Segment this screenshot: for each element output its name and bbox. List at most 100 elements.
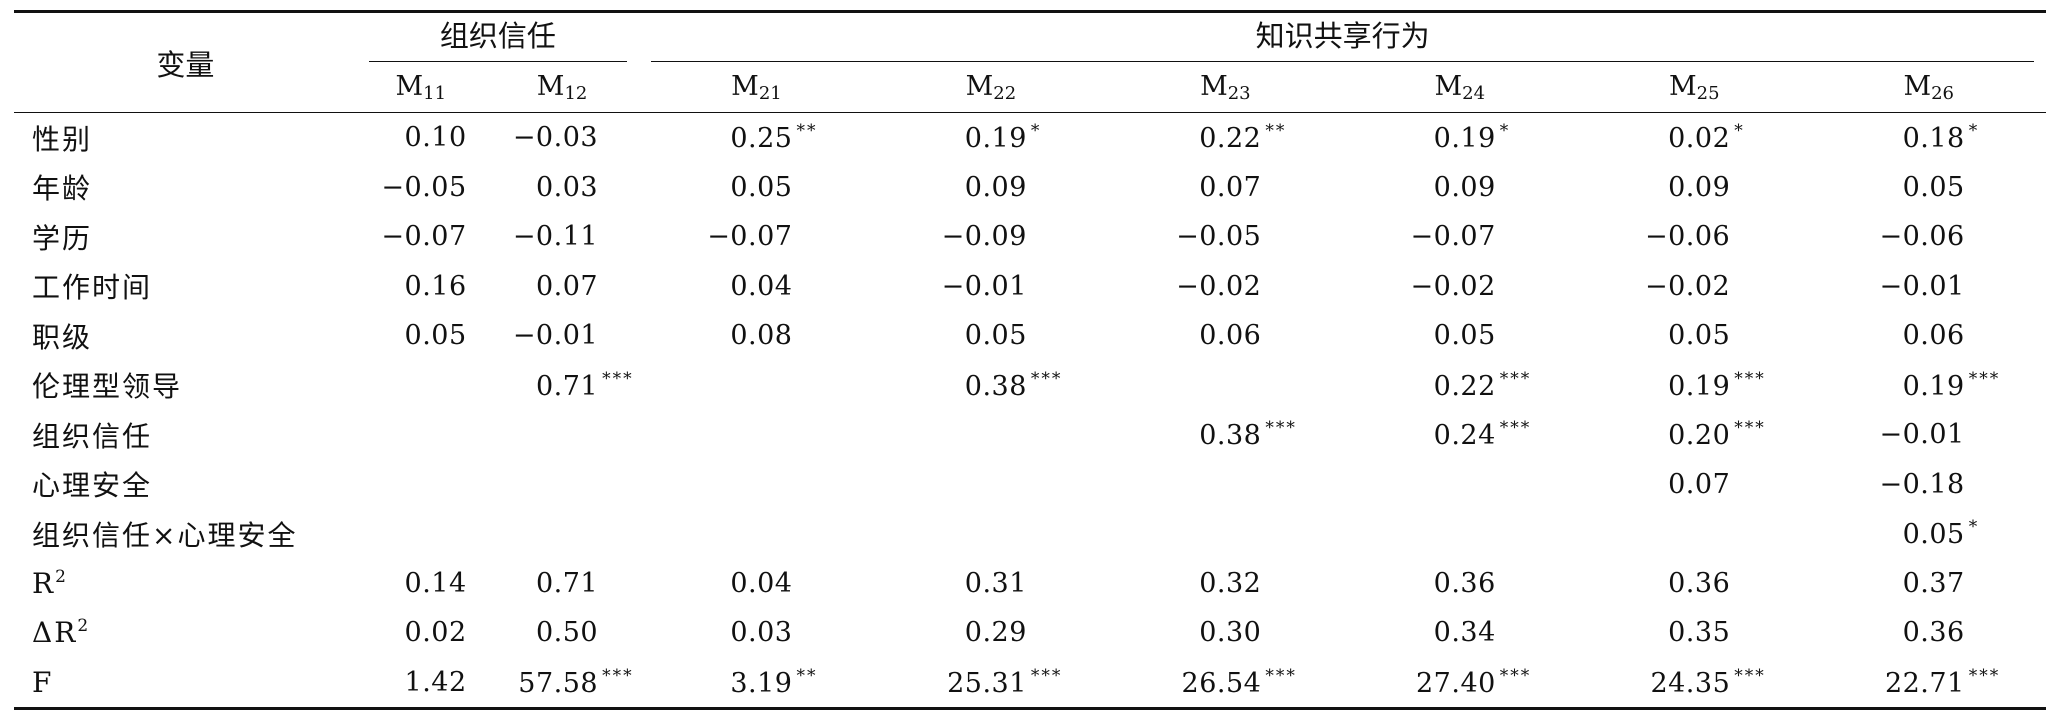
coefficient-value: −0.09 bbox=[941, 221, 1027, 253]
value-cell: 57.58 *** bbox=[485, 658, 639, 709]
coefficient-value: 0.20 bbox=[1668, 420, 1731, 452]
coefficient-value: 0.16 bbox=[404, 270, 467, 302]
group-label-knowledge-sharing: 知识共享行为 bbox=[651, 13, 2034, 62]
value-cell: 0.18 * bbox=[1811, 113, 2046, 163]
significance-stars: *** bbox=[1499, 665, 1532, 686]
coefficient-value: 0.09 bbox=[1668, 171, 1731, 203]
model-base: M bbox=[395, 70, 424, 102]
value-cell: −0.01 bbox=[1811, 410, 2046, 460]
coefficient-value: −0.02 bbox=[1645, 270, 1731, 302]
coefficient-value: 0.38 bbox=[964, 370, 1027, 402]
variable-cell: ΔR2 bbox=[14, 608, 357, 658]
variable-label: 学历 bbox=[32, 221, 93, 255]
significance-stars: *** bbox=[602, 368, 634, 389]
model-header: M23 bbox=[1108, 62, 1342, 113]
value-cell: 0.71 bbox=[485, 559, 639, 609]
value-cell bbox=[357, 410, 485, 460]
value-cell: −0.02 bbox=[1108, 262, 1342, 312]
value-cell: 0.14 bbox=[357, 559, 485, 609]
variable-label: 性别 bbox=[32, 122, 93, 156]
value-cell bbox=[485, 509, 639, 559]
coefficient-value: 0.29 bbox=[964, 617, 1027, 649]
coefficient-value: 0.19 bbox=[964, 123, 1027, 155]
variable-label: 伦理型领导 bbox=[32, 370, 183, 404]
coefficient-value: −0.07 bbox=[707, 221, 793, 253]
value-cell bbox=[1343, 460, 1577, 510]
value-cell: −0.06 bbox=[1577, 212, 1811, 262]
value-cell: 0.19 *** bbox=[1577, 361, 1811, 411]
coefficient-value: −0.06 bbox=[1879, 221, 1965, 253]
coefficient-value: 0.25 bbox=[730, 123, 793, 155]
value-cell: −0.01 bbox=[874, 262, 1108, 312]
value-cell bbox=[639, 460, 873, 510]
model-base: M bbox=[1668, 70, 1697, 102]
coefficient-value: −0.11 bbox=[512, 221, 599, 253]
table-row: 性别 0.10 −0.03 0.25 ** 0.19 * 0.22 ** 0.19 * 0.02 * 0.… bbox=[14, 113, 2046, 163]
significance-stars: *** bbox=[1734, 665, 1766, 686]
variable-label: 工作时间 bbox=[32, 271, 153, 305]
value-cell: 0.06 bbox=[1811, 311, 2046, 361]
coefficient-value: 0.06 bbox=[1902, 320, 1965, 352]
table-row: 心理安全 0.07 −0.18 bbox=[14, 460, 2046, 510]
coefficient-value: −0.07 bbox=[381, 221, 467, 253]
variable-cell: 性别 bbox=[14, 113, 357, 163]
value-cell bbox=[357, 361, 485, 411]
regression-table: 变量 组织信任 知识共享行为 M11 M12 M21 M22 M23 M24 M25 M26 … bbox=[14, 10, 2046, 710]
significance-stars: *** bbox=[1265, 418, 1297, 439]
value-cell: 0.19 * bbox=[1343, 113, 1577, 163]
value-cell: 0.05 bbox=[1811, 163, 2046, 213]
coefficient-value: 0.34 bbox=[1433, 617, 1496, 649]
table-row: 年龄 −0.05 0.03 0.05 0.09 0.07 0.09 0.09 0.05 bbox=[14, 163, 2046, 213]
coefficient-value: 27.40 bbox=[1416, 667, 1496, 699]
coefficient-value: 0.03 bbox=[730, 617, 793, 649]
coefficient-value: 0.08 bbox=[730, 320, 793, 352]
value-cell: 0.03 bbox=[639, 608, 873, 658]
coefficient-value: 0.05 bbox=[404, 320, 467, 352]
value-cell bbox=[357, 509, 485, 559]
value-cell: 0.35 bbox=[1577, 608, 1811, 658]
table-row: 组织信任×心理安全 0.05 * bbox=[14, 509, 2046, 559]
coefficient-value: 0.07 bbox=[535, 270, 599, 302]
model-header: M22 bbox=[874, 62, 1108, 113]
coefficient-value: −0.03 bbox=[512, 122, 599, 154]
value-cell: 0.29 bbox=[874, 608, 1108, 658]
coefficient-value: 0.07 bbox=[1199, 171, 1262, 203]
value-cell: −0.07 bbox=[1343, 212, 1577, 262]
coefficient-value: 26.54 bbox=[1181, 667, 1262, 699]
coefficient-value: 0.71 bbox=[535, 567, 599, 599]
model-base: M bbox=[731, 70, 759, 102]
coefficient-value: 0.19 bbox=[1433, 123, 1496, 155]
significance-stars: *** bbox=[1968, 665, 2001, 686]
significance-stars: *** bbox=[1499, 418, 1532, 439]
value-cell bbox=[1108, 361, 1342, 411]
value-cell: 0.07 bbox=[1577, 460, 1811, 510]
coefficient-value: 0.22 bbox=[1199, 123, 1262, 155]
coefficient-value: 0.31 bbox=[964, 567, 1027, 599]
significance-stars: *** bbox=[1265, 665, 1297, 686]
variable-cell: 学历 bbox=[14, 212, 357, 262]
coefficient-value: −0.01 bbox=[1879, 270, 1965, 302]
coefficient-value: 0.10 bbox=[404, 122, 467, 154]
coefficient-value: 0.04 bbox=[730, 270, 793, 302]
significance-stars: * bbox=[1030, 121, 1042, 142]
value-cell: −0.06 bbox=[1811, 212, 2046, 262]
significance-stars: * bbox=[1968, 121, 1980, 142]
value-cell: −0.01 bbox=[1811, 262, 2046, 312]
coefficient-value: 0.32 bbox=[1199, 567, 1262, 599]
model-header: M25 bbox=[1577, 62, 1811, 113]
value-cell: 0.02 bbox=[357, 608, 485, 658]
value-cell: 0.19 * bbox=[874, 113, 1108, 163]
value-cell bbox=[357, 460, 485, 510]
variable-cell: 组织信任 bbox=[14, 410, 357, 460]
value-cell: 0.09 bbox=[874, 163, 1108, 213]
coefficient-value: 0.36 bbox=[1902, 617, 1965, 649]
value-cell: 0.04 bbox=[639, 559, 873, 609]
value-cell: 0.36 bbox=[1811, 608, 2046, 658]
variable-cell: 年龄 bbox=[14, 163, 357, 213]
coefficient-value: −0.06 bbox=[1645, 221, 1731, 253]
value-cell bbox=[485, 410, 639, 460]
value-cell: 0.10 bbox=[357, 113, 485, 163]
value-cell bbox=[639, 361, 873, 411]
coefficient-value: −0.01 bbox=[1879, 419, 1965, 451]
coefficient-value: 0.06 bbox=[1199, 320, 1262, 352]
